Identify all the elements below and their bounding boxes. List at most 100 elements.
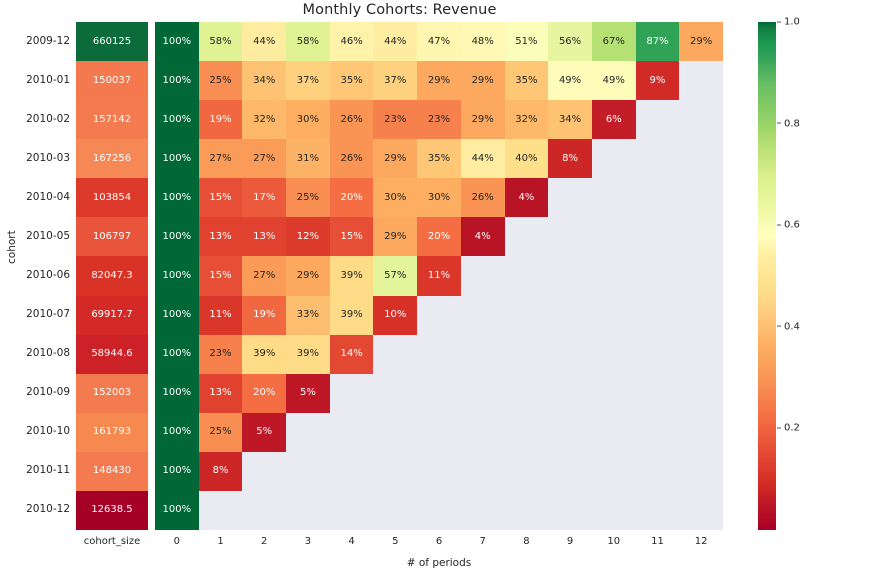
heatmap-cell: 8% <box>548 139 592 179</box>
heatmap-cell: 34% <box>548 100 592 140</box>
cohort-size-cell: 82047.3 <box>76 256 148 296</box>
heatmap-cell: 100% <box>155 256 199 296</box>
cohort-size-cell: 150037 <box>76 61 148 101</box>
heatmap-cell: 49% <box>591 61 636 101</box>
heatmap-cell: 27% <box>242 139 287 179</box>
colorbar-tick-label: 0.2 <box>777 423 800 434</box>
heatmap-cell: 17% <box>242 178 287 218</box>
heatmap-cell: 4% <box>460 217 505 257</box>
y-tick-label: 2010-11 <box>26 464 70 477</box>
heatmap-cell: 23% <box>417 100 461 140</box>
colorbar-tick-mark <box>777 21 781 22</box>
retention-heatmap: 100% 58% 44% 58% 46% 44% 47% 48% 51% 56% 67% 87% 29%… <box>155 22 723 530</box>
x-axis-tick-labels: 0 1 2 3 4 5 6 7 8 9 10 11 12 <box>155 536 723 552</box>
heatmap-cell: 12% <box>286 217 330 257</box>
heatmap-cell: 100% <box>155 412 199 452</box>
y-tick-label: 2010-06 <box>26 269 70 281</box>
heatmap-cell: 19% <box>198 100 243 140</box>
heatmap-cell: 44% <box>242 22 287 62</box>
x-tick-label: 8 <box>523 536 530 547</box>
cohort-size-cell: 660125 <box>76 22 148 62</box>
colorbar-tick-mark <box>777 325 781 327</box>
heatmap-cell: 30% <box>286 100 330 140</box>
colorbar-tick-text: 0.8 <box>784 118 800 130</box>
heatmap-cell: 44% <box>460 139 505 179</box>
x-tick-label: 0 <box>173 536 181 547</box>
cohort-size-cell: 69917.7 <box>76 295 148 335</box>
heatmap-cell: 39% <box>242 334 287 374</box>
heatmap-cell: 10% <box>373 295 418 335</box>
cohort-size-cell: 12638.5 <box>76 490 148 530</box>
colorbar-tick-mark <box>777 224 781 226</box>
heatmap-cell: 27% <box>198 139 243 179</box>
cohort-size-cell: 58944.6 <box>76 334 148 374</box>
heatmap-cell: 35% <box>329 61 374 101</box>
colorbar-gradient <box>758 22 776 530</box>
heatmap-cell: 100% <box>155 217 199 257</box>
heatmap-cell: 100% <box>155 139 199 179</box>
heatmap-cell: 31% <box>286 139 330 179</box>
colorbar-tick-text: 0.2 <box>784 422 800 434</box>
x-tick-label: 2 <box>261 536 268 547</box>
colorbar-tick-label: 0.4 <box>777 321 800 332</box>
heatmap-cell: 100% <box>155 100 199 140</box>
x-tick-label: 10 <box>607 536 621 547</box>
heatmap-cell: 34% <box>242 61 287 101</box>
heatmap-cell: 100% <box>155 295 199 335</box>
heatmap-cell: 20% <box>242 373 287 413</box>
heatmap-cell: 39% <box>329 256 374 296</box>
y-tick-label: 2010-05 <box>26 229 70 242</box>
colorbar-tick-text: 0.6 <box>784 219 800 231</box>
heatmap-cell: 27% <box>242 256 287 296</box>
heatmap-cell: 100% <box>155 22 199 62</box>
colorbar-tick-mark <box>777 122 781 124</box>
heatmap-cell: 37% <box>286 61 330 101</box>
x-tick-label: 12 <box>694 536 708 547</box>
y-tick-label: 2010-12 <box>26 503 70 516</box>
heatmap-cell: 25% <box>286 178 330 218</box>
y-tick-label: 2010-01 <box>26 73 70 86</box>
heatmap-cell: 29% <box>460 100 505 140</box>
y-tick-label: 2010-03 <box>26 151 70 164</box>
heatmap-cell: 29% <box>460 61 505 101</box>
colorbar: 1.0 0.8 0.6 0.4 0.2 <box>758 17 800 530</box>
cohort-size-heatmap: 660125 150037 157142 167256 103854 106797 8204… <box>76 22 148 530</box>
heatmap-cell: 32% <box>242 100 287 140</box>
heatmap-cell: 19% <box>242 295 287 335</box>
heatmap-cell: 46% <box>329 22 374 62</box>
cohort-size-cell: 167256 <box>76 139 148 179</box>
x-tick-label: 6 <box>435 536 443 547</box>
cohort-size-cell: 157142 <box>76 100 148 140</box>
heatmap-cell: 58% <box>198 22 243 62</box>
cohort-size-cell: 103854 <box>76 178 148 218</box>
heatmap-cell: 23% <box>198 334 243 374</box>
heatmap-cell: 37% <box>373 61 418 101</box>
y-tick-label: 2009-12 <box>26 34 70 47</box>
x-tick-label: 9 <box>566 536 574 547</box>
y-tick-label: 2010-04 <box>26 190 70 203</box>
heatmap-cell: 15% <box>198 178 243 218</box>
heatmap-cell: 44% <box>373 22 418 62</box>
cohort-size-cell: 161793 <box>76 412 148 452</box>
heatmap-cell: 35% <box>504 61 549 101</box>
heatmap-cell: 29% <box>373 217 418 257</box>
heatmap-cell: 13% <box>242 217 287 257</box>
cohort-size-column-header: cohort_size <box>83 536 141 547</box>
colorbar-tick-label: 0.6 <box>777 220 800 231</box>
heatmap-cell: 100% <box>155 334 199 374</box>
heatmap-cell: 58% <box>286 22 330 62</box>
heatmap-cell: 40% <box>504 139 549 179</box>
heatmap-cell: 49% <box>548 61 592 101</box>
heatmap-cell: 30% <box>417 178 461 218</box>
heatmap-cell: 29% <box>679 22 723 62</box>
heatmap-cell: 100% <box>155 61 199 101</box>
heatmap-cell: 35% <box>417 139 461 179</box>
heatmap-cell: 47% <box>417 22 461 62</box>
heatmap-cell: 13% <box>198 373 243 413</box>
cohort-size-cell: 148430 <box>76 451 148 491</box>
x-tick-label: 7 <box>479 536 486 547</box>
x-tick-label: 3 <box>304 536 312 547</box>
heatmap-cell: 57% <box>373 256 418 296</box>
heatmap-cell: 11% <box>198 295 243 335</box>
heatmap-cell: 26% <box>329 100 374 140</box>
